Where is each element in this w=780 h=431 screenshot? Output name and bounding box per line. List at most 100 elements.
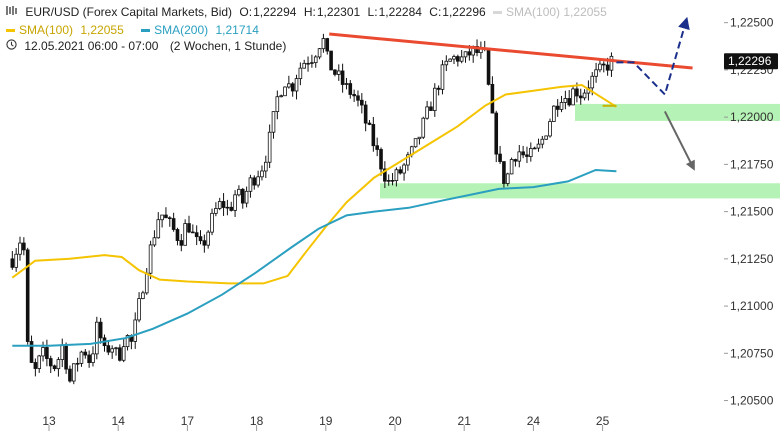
candle (494, 110, 499, 163)
candle (421, 116, 426, 140)
candle (102, 334, 107, 352)
y-axis: 1,20500 1,20750 1,21000 1,21250 1,21500 1,217… (724, 16, 774, 408)
candle (340, 63, 345, 93)
sma200-legend[interactable]: SMA(200) 1,21714 (141, 23, 263, 37)
last-price-box (724, 53, 778, 70)
candle (363, 100, 368, 132)
candle-body (601, 63, 606, 66)
candle-body (264, 161, 268, 172)
candle-body (10, 258, 15, 268)
candle-body (452, 56, 456, 60)
candle-body (198, 236, 203, 242)
candle-body (429, 106, 433, 111)
open-value: 1,22294 (253, 5, 297, 19)
candle (167, 216, 172, 227)
candle (344, 77, 349, 90)
symbol-name: EUR/USD (Forex Capital Markets, Bid) (25, 5, 233, 19)
candle (394, 167, 399, 187)
candle (513, 158, 518, 167)
candle-body (444, 60, 449, 66)
sma200-swatch (141, 29, 151, 33)
candle-body (463, 51, 468, 58)
candle (229, 201, 234, 212)
candle (329, 50, 333, 71)
candle (452, 54, 456, 65)
candle (160, 214, 164, 228)
x-tick-label: 13 (42, 414, 56, 428)
candle (375, 137, 379, 157)
candle (552, 105, 556, 122)
candle (206, 230, 210, 249)
candle (417, 136, 422, 145)
candle-body (490, 83, 495, 114)
candle (532, 146, 537, 150)
sma200-value: 1,21714 (215, 23, 259, 37)
high-value: 1,22301 (316, 5, 361, 19)
candle (290, 82, 295, 97)
candle (267, 124, 272, 169)
candle-body (248, 177, 253, 192)
annotations (329, 16, 695, 171)
candle (271, 111, 276, 139)
candle-body (179, 240, 184, 246)
sma100-legend[interactable]: SMA(100) 1,22055 (6, 23, 128, 37)
candle (567, 90, 572, 107)
candle-body (52, 365, 57, 370)
candle (609, 52, 614, 77)
candle (529, 142, 533, 162)
candle (106, 340, 111, 356)
candle-body (563, 98, 568, 103)
candle-body (290, 83, 295, 92)
candle (302, 59, 307, 69)
candle-body (448, 58, 452, 62)
candle-body (79, 351, 84, 364)
candle-body (386, 180, 391, 182)
candle-body (156, 219, 161, 239)
timestamp: 12.05.2021 06:00 - 07:00 (24, 39, 159, 53)
candle-body (287, 83, 291, 88)
candle-body (60, 344, 65, 360)
candle (198, 230, 203, 245)
candle-body (206, 231, 210, 246)
candle-body (91, 353, 95, 363)
candle (283, 86, 287, 97)
candle (110, 345, 114, 359)
candle-body (425, 106, 429, 119)
candle-body (214, 208, 218, 214)
candle (221, 193, 226, 216)
candle-body (237, 188, 241, 196)
candle-body (336, 70, 341, 75)
candle (440, 60, 445, 95)
candle-body (87, 354, 91, 363)
candle-body (598, 63, 602, 71)
candle-body (125, 335, 130, 348)
candle (521, 145, 525, 159)
candle (352, 89, 356, 102)
candle-body (340, 70, 345, 85)
candle (264, 155, 268, 178)
candle (479, 41, 483, 59)
candle (367, 120, 372, 126)
candle-body (33, 362, 38, 369)
candle-body (394, 169, 399, 181)
candle (306, 56, 310, 72)
sma100-value: 1,22055 (80, 23, 124, 37)
candle (498, 145, 502, 164)
candle (333, 69, 337, 77)
y-tick-label: 1,21250 (730, 252, 774, 266)
candle (525, 146, 529, 164)
candle (559, 95, 564, 113)
y-tick-label: 1,22500 (730, 16, 774, 30)
candle (398, 166, 403, 175)
candle (29, 335, 34, 363)
candle-body (344, 83, 349, 85)
candle (191, 224, 195, 234)
sma100-line (11, 83, 617, 285)
candle (540, 135, 545, 149)
candle (578, 88, 583, 105)
candle-body (229, 206, 234, 211)
candle-body (240, 188, 245, 204)
support-zone-lower (380, 183, 780, 199)
candle-body (360, 99, 364, 106)
